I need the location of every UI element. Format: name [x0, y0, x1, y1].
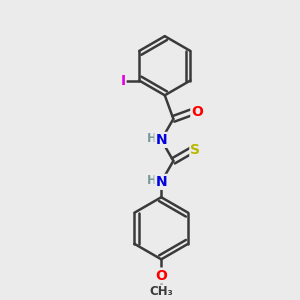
- Text: N: N: [155, 133, 167, 147]
- Text: H: H: [147, 174, 157, 187]
- Text: CH₃: CH₃: [149, 285, 173, 298]
- Text: H: H: [147, 132, 157, 145]
- Text: O: O: [155, 268, 167, 283]
- Text: O: O: [191, 105, 203, 119]
- Text: N: N: [155, 175, 167, 189]
- Text: I: I: [120, 74, 125, 88]
- Text: S: S: [190, 143, 200, 157]
